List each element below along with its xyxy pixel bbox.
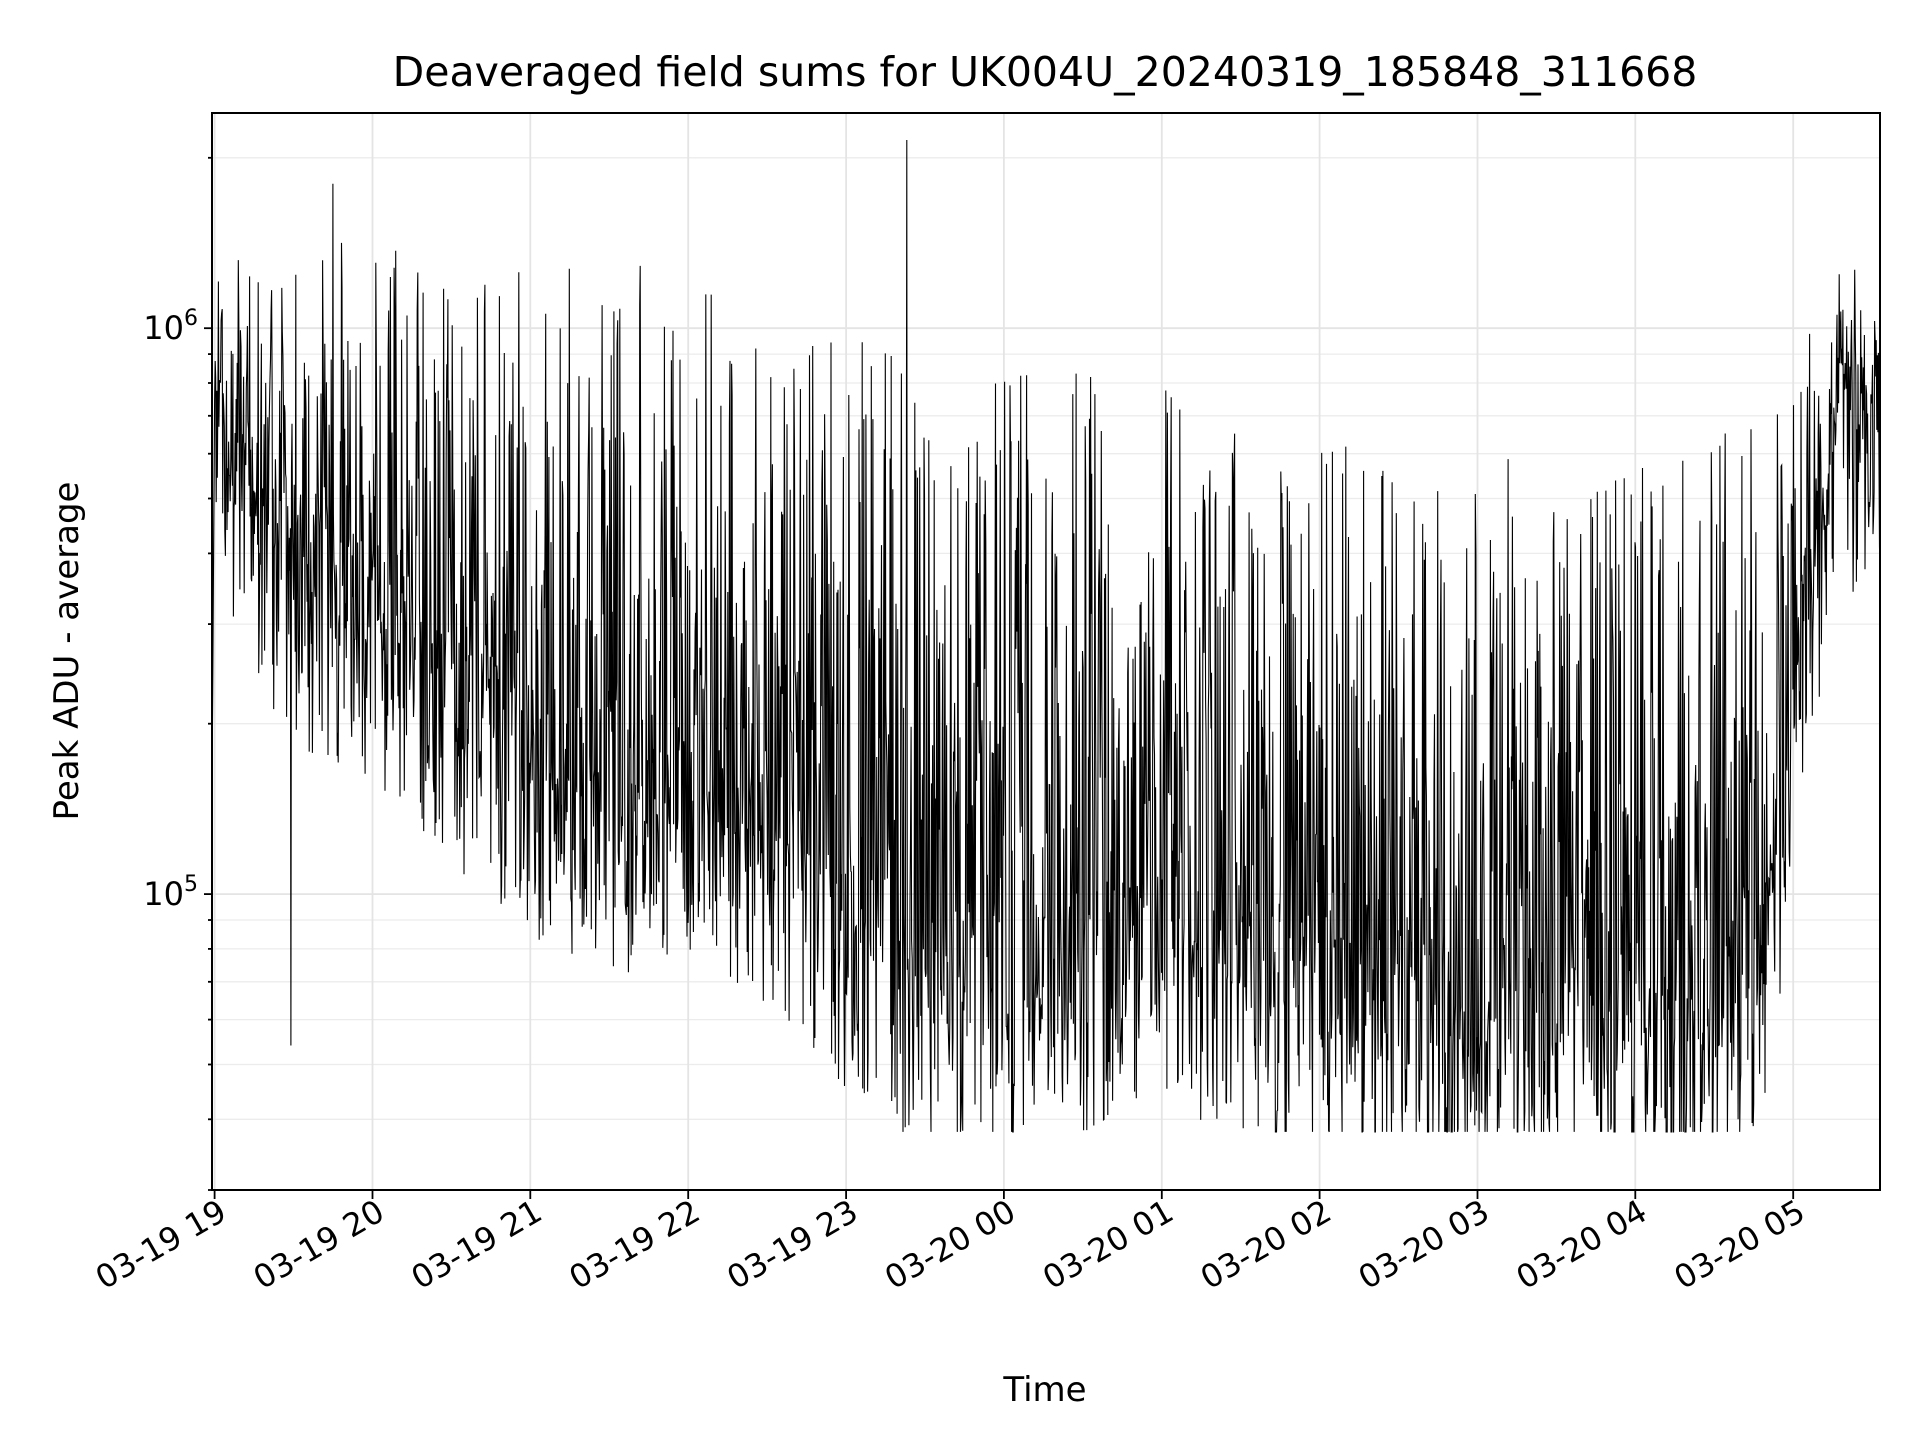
x-axis: 03-19 19 03-19 20 03-19 21 03-19 22 03-19 23… [89,1190,1811,1297]
x-tick-label: 03-20 05 [1668,1192,1812,1297]
x-tick-label: 03-20 01 [1036,1192,1180,1297]
y-axis-label: Peak ADU - average [47,482,87,821]
x-tick-label: 03-19 22 [563,1192,707,1297]
x-tick-label: 03-19 19 [89,1192,233,1297]
x-tick-label: 03-20 02 [1194,1192,1338,1297]
series-line [211,139,1881,1133]
series [211,139,1881,1133]
x-tick-label: 03-20 00 [878,1192,1022,1297]
x-tick-label: 03-19 21 [405,1192,549,1297]
x-tick-label: 03-19 20 [247,1192,391,1297]
y-tick-label: 105 [143,872,198,913]
x-tick-label: 03-20 04 [1510,1192,1654,1297]
y-axis: 105 106 [143,156,212,1191]
x-tick-label: 03-20 03 [1352,1192,1496,1297]
x-axis-label: Time [1002,1370,1086,1410]
plot-frame [211,112,1881,1191]
y-tick-label: 106 [143,306,198,347]
x-tick-label: 03-19 23 [721,1192,865,1297]
chart-title: Deaveraged field sums for UK004U_2024031… [393,48,1698,96]
grid [212,113,1880,1191]
